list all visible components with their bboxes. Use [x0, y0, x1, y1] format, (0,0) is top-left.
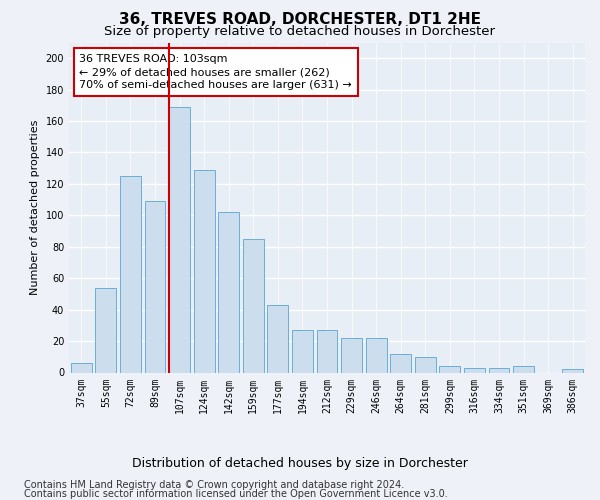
Text: Contains public sector information licensed under the Open Government Licence v3: Contains public sector information licen…: [24, 489, 448, 499]
Bar: [439, 366, 460, 372]
Bar: [218, 212, 239, 372]
Bar: [513, 366, 534, 372]
Text: Size of property relative to detached houses in Dorchester: Size of property relative to detached ho…: [104, 25, 496, 38]
Bar: [71, 363, 92, 372]
Y-axis label: Number of detached properties: Number of detached properties: [30, 120, 40, 295]
Bar: [464, 368, 485, 372]
Bar: [562, 370, 583, 372]
Bar: [415, 357, 436, 372]
Bar: [169, 107, 190, 372]
Bar: [243, 239, 264, 372]
Bar: [317, 330, 337, 372]
Bar: [365, 338, 386, 372]
Bar: [268, 305, 289, 372]
Bar: [390, 354, 411, 372]
Bar: [194, 170, 215, 372]
Text: Contains HM Land Registry data © Crown copyright and database right 2024.: Contains HM Land Registry data © Crown c…: [24, 480, 404, 490]
Bar: [95, 288, 116, 372]
Bar: [120, 176, 141, 372]
Text: Distribution of detached houses by size in Dorchester: Distribution of detached houses by size …: [132, 458, 468, 470]
Bar: [292, 330, 313, 372]
Text: 36 TREVES ROAD: 103sqm
← 29% of detached houses are smaller (262)
70% of semi-de: 36 TREVES ROAD: 103sqm ← 29% of detached…: [79, 54, 352, 90]
Bar: [145, 201, 166, 372]
Text: 36, TREVES ROAD, DORCHESTER, DT1 2HE: 36, TREVES ROAD, DORCHESTER, DT1 2HE: [119, 12, 481, 28]
Bar: [341, 338, 362, 372]
Bar: [488, 368, 509, 372]
